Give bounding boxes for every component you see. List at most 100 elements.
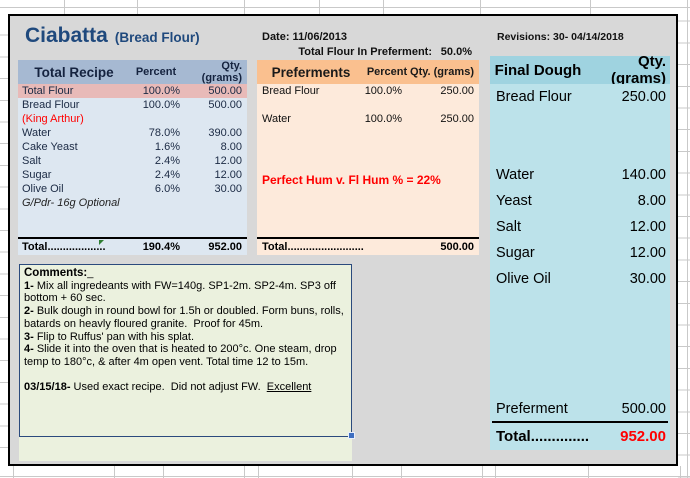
- cell-item[interactable]: Yeast: [496, 193, 532, 209]
- total-recipe-row[interactable]: Cake Yeast 1.6% 8.00: [18, 140, 247, 154]
- total-recipe-body: Total Flour 100.0% 500.00 Bread Flour 100.0%…: [18, 84, 247, 237]
- date-label[interactable]: Date: 11/06/2013: [262, 31, 348, 43]
- final-dough-total-row[interactable]: Total.............. 952.00: [490, 423, 670, 449]
- cell-qty[interactable]: 250.00: [440, 85, 474, 97]
- cell-qty[interactable]: 140.00: [621, 167, 666, 183]
- page-title[interactable]: Ciabatta (Bread Flour): [25, 24, 200, 48]
- cell-qty[interactable]: 500.00: [208, 85, 242, 97]
- cell-percent[interactable]: 100.0%: [142, 85, 180, 97]
- cell-item[interactable]: Olive Oil: [22, 183, 64, 195]
- final-dough-row[interactable]: Yeast 8.00: [490, 188, 670, 214]
- final-dough-row[interactable]: Olive Oil 30.00: [490, 266, 670, 292]
- preferments-body: Bread Flour 100.0% 250.00 Water 100.0% 250.00: [257, 84, 479, 237]
- textbox-resize-handle[interactable]: [348, 432, 355, 439]
- final-dough-row[interactable]: Water 140.00: [490, 162, 670, 188]
- final-dough-header-qty: Qty. (grams): [610, 53, 666, 87]
- cell-item[interactable]: Bread Flour: [496, 89, 572, 105]
- total-recipe-header-qty: Qty. (grams): [201, 60, 242, 84]
- total-qty: 952.00: [620, 427, 666, 445]
- total-recipe-header[interactable]: Total Recipe Percent Qty. (grams): [18, 60, 247, 84]
- cell-qty[interactable]: 8.00: [220, 141, 242, 153]
- total-recipe-row[interactable]: Water 78.0% 390.00: [18, 126, 247, 140]
- cell-qty[interactable]: 250.00: [621, 89, 666, 105]
- preferments-row[interactable]: Bread Flour 100.0% 250.00: [257, 84, 479, 98]
- comments-heading: Comments:: [24, 267, 88, 279]
- total-qty: 952.00: [208, 241, 242, 253]
- cell-item[interactable]: Water: [496, 167, 535, 183]
- cell-item[interactable]: Sugar: [496, 245, 535, 261]
- total-recipe-header-percent: Percent: [135, 66, 177, 78]
- cell-qty[interactable]: 500.00: [621, 401, 666, 417]
- cell-item[interactable]: Salt: [22, 155, 41, 167]
- total-recipe-row[interactable]: Bread Flour 100.0% 500.00: [18, 98, 247, 112]
- comments-box[interactable]: [19, 264, 352, 461]
- hydration-note[interactable]: Perfect Hum v. Fl Hum % = 22%: [262, 173, 441, 187]
- cell-percent[interactable]: 78.0%: [148, 127, 180, 139]
- final-dough-row[interactable]: [490, 136, 670, 162]
- cell-percent[interactable]: 2.4%: [154, 155, 180, 167]
- final-dough-row[interactable]: [490, 370, 670, 396]
- gridlines-right-margin: [678, 0, 690, 478]
- preferments-header-title: Preferments: [271, 64, 351, 80]
- revisions-label[interactable]: Revisions: 30- 04/14/2018: [497, 31, 624, 43]
- cell-item[interactable]: Bread Flour: [22, 99, 80, 111]
- final-dough-row[interactable]: Preferment 500.00: [490, 396, 670, 422]
- cell-item[interactable]: G/Pdr- 16g Optional: [22, 197, 120, 209]
- final-dough-row[interactable]: Sugar 12.00: [490, 240, 670, 266]
- total-recipe-row[interactable]: Sugar 2.4% 12.00: [18, 168, 247, 182]
- total-recipe-row[interactable]: Olive Oil 6.0% 30.00: [18, 182, 247, 196]
- final-dough-header[interactable]: Final Dough Qty. (grams): [490, 53, 670, 87]
- final-dough-row[interactable]: Salt 12.00: [490, 214, 670, 240]
- total-recipe-row[interactable]: Total Flour 100.0% 500.00: [18, 84, 247, 98]
- final-dough-row[interactable]: [490, 318, 670, 344]
- final-dough-row[interactable]: [490, 292, 670, 318]
- gridlines-bottom-margin: [0, 466, 690, 478]
- cell-qty[interactable]: 390.00: [208, 127, 242, 139]
- final-dough-row[interactable]: Bread Flour 250.00: [490, 84, 670, 110]
- cell-item[interactable]: Sugar: [22, 169, 52, 181]
- final-dough-row[interactable]: [490, 344, 670, 370]
- total-recipe-total-row[interactable]: Total................... 190.4% 952.00: [18, 237, 247, 255]
- cell-percent[interactable]: 100.0%: [364, 85, 402, 97]
- comment-line: 03/15/18- Used exact recipe. Did not adj…: [24, 381, 312, 394]
- total-recipe-row[interactable]: G/Pdr- 16g Optional: [18, 196, 247, 210]
- cell-item[interactable]: Preferment: [496, 401, 568, 417]
- cell-percent[interactable]: 100.0%: [142, 99, 180, 111]
- cell-item[interactable]: Olive Oil: [496, 271, 551, 287]
- final-dough-row[interactable]: [490, 110, 670, 136]
- preferment-flour-label[interactable]: Total Flour In Preferment:: [298, 46, 432, 58]
- cell-qty[interactable]: 12.00: [214, 169, 242, 181]
- cell-item[interactable]: (King Arthur): [22, 113, 84, 125]
- preferments-header[interactable]: Preferments Percent Qty. (grams): [257, 60, 479, 84]
- cell-percent[interactable]: 1.6%: [154, 141, 180, 153]
- cell-item[interactable]: Total Flour: [22, 85, 74, 97]
- cell-percent[interactable]: 100.0%: [364, 113, 402, 125]
- final-dough-header-title: Final Dough: [494, 61, 582, 79]
- comments-text: Comments:_ 1- Mix all ingredeants with FW…: [24, 267, 346, 394]
- preferments-row[interactable]: [257, 98, 479, 112]
- preferments-header-qty: Qty. (grams): [410, 66, 474, 78]
- comments-cursor: _: [87, 267, 94, 279]
- cell-qty[interactable]: 12.00: [629, 219, 666, 235]
- total-recipe-row[interactable]: Salt 2.4% 12.00: [18, 154, 247, 168]
- cell-item[interactable]: Water: [262, 113, 291, 125]
- preferment-flour-value[interactable]: 50.0%: [440, 46, 472, 58]
- cell-item[interactable]: Salt: [496, 219, 521, 235]
- total-percent: 190.4%: [142, 241, 180, 253]
- cell-percent[interactable]: 2.4%: [154, 169, 180, 181]
- cell-qty[interactable]: 12.00: [214, 155, 242, 167]
- cell-qty[interactable]: 250.00: [440, 113, 474, 125]
- preferments-row[interactable]: Water 100.0% 250.00: [257, 112, 479, 126]
- cell-qty[interactable]: 12.00: [629, 245, 666, 261]
- cell-qty[interactable]: 30.00: [629, 271, 666, 287]
- cell-item[interactable]: Cake Yeast: [22, 141, 78, 153]
- cell-qty[interactable]: 30.00: [214, 183, 242, 195]
- cell-qty[interactable]: 500.00: [208, 99, 242, 111]
- cell-qty[interactable]: 8.00: [637, 193, 666, 209]
- preferments-total-row[interactable]: Total......................... 500.00: [257, 237, 479, 255]
- cell-item[interactable]: Water: [22, 127, 51, 139]
- cell-item[interactable]: Bread Flour: [262, 85, 320, 97]
- total-recipe-row[interactable]: (King Arthur): [18, 112, 247, 126]
- cell-percent[interactable]: 6.0%: [154, 183, 180, 195]
